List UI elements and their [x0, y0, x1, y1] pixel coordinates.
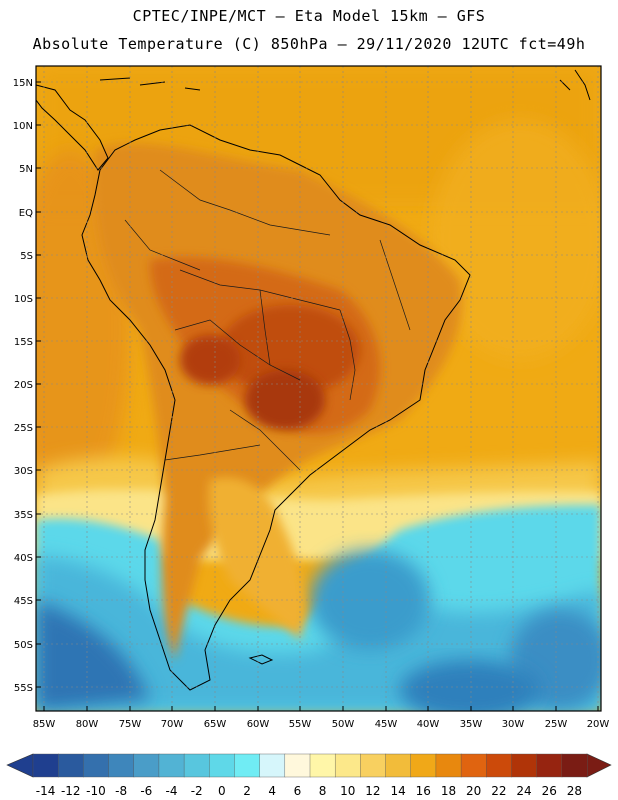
lat-label: 50S — [14, 640, 33, 651]
lat-label: 5S — [20, 251, 33, 262]
colorbar-label: 16 — [416, 784, 431, 798]
central-america-coastline — [36, 84, 109, 171]
lat-label: 15S — [14, 337, 33, 348]
colorbar-label: -2 — [191, 784, 203, 798]
lat-label: 45S — [14, 596, 33, 607]
colorbar-swatch — [133, 753, 160, 778]
lon-label: 55W — [289, 719, 312, 730]
lat-label: 20S — [14, 380, 33, 391]
axis-ticks — [36, 81, 599, 711]
lat-label: 35S — [14, 510, 33, 521]
lat-label: 40S — [14, 553, 33, 564]
colorbar-swatch — [360, 753, 387, 778]
lat-label: 10S — [14, 294, 33, 305]
map-frame — [35, 65, 602, 712]
colorbar-high-arrow — [586, 753, 612, 778]
colorbar-swatch — [284, 753, 311, 778]
gridlines — [36, 66, 601, 711]
political-borders — [124, 169, 411, 471]
colorbar-swatch — [158, 753, 185, 778]
colorbar-label: 22 — [491, 784, 506, 798]
lon-label: 25W — [545, 719, 568, 730]
colorbar-swatch — [83, 753, 110, 778]
colorbar-label: 14 — [390, 784, 405, 798]
colorbar-label: -6 — [140, 784, 152, 798]
colorbar-label: 10 — [340, 784, 355, 798]
colorbar-swatch — [385, 753, 412, 778]
colorbar-swatch — [334, 753, 361, 778]
colorbar-label: 12 — [365, 784, 380, 798]
colorbar-label: 6 — [294, 784, 302, 798]
colorbar-label: -12 — [61, 784, 81, 798]
colorbar-label: -8 — [115, 784, 127, 798]
colorbar-swatch — [435, 753, 462, 778]
colorbar-label: 28 — [567, 784, 582, 798]
lat-label: EQ — [19, 208, 33, 219]
colorbar-swatch — [309, 753, 336, 778]
colorbar-label: 18 — [441, 784, 456, 798]
lon-label: 40W — [417, 719, 440, 730]
longitude-labels: 85W 80W 75W 70W 65W 60W 55W 50W 45W 40W … — [33, 719, 610, 730]
lon-label: 35W — [460, 719, 483, 730]
colorbar-low-arrow — [6, 753, 34, 778]
colorbar-label: 8 — [319, 784, 327, 798]
temperature-field — [36, 66, 601, 711]
colorbar-swatch — [511, 753, 538, 778]
colorbar-swatch — [259, 753, 286, 778]
title-line-2: Absolute Temperature (C) 850hPa – 29/11/… — [32, 35, 586, 53]
colorbar: -14 -12 -10 -8 -6 -4 -2 0 2 4 6 8 10 12 14 16 18 20 22 24 26… — [6, 753, 612, 798]
colorbar-swatch — [536, 753, 563, 778]
lon-label: 70W — [161, 719, 184, 730]
lon-label: 45W — [375, 719, 398, 730]
lat-label: 55S — [14, 683, 33, 694]
lon-label: 60W — [247, 719, 270, 730]
colorbar-swatch — [410, 753, 437, 778]
colorbar-swatch — [209, 753, 236, 778]
colorbar-label: 20 — [466, 784, 481, 798]
colorbar-swatch — [561, 753, 588, 778]
colorbar-label: -10 — [86, 784, 106, 798]
latitude-labels: 15N 10N 5N EQ 5S 10S 15S 20S 25S 30S 35S… — [13, 78, 33, 694]
colorbar-swatch — [57, 753, 84, 778]
colorbar-label: -14 — [36, 784, 56, 798]
lon-label: 20W — [587, 719, 610, 730]
colorbar-swatch — [183, 753, 210, 778]
title-line-1: CPTEC/INPE/MCT – Eta Model 15km – GFS — [132, 7, 486, 25]
lon-label: 65W — [204, 719, 227, 730]
lat-label: 15N — [13, 78, 33, 89]
south-america-coastline — [81, 124, 471, 691]
lon-label: 30W — [502, 719, 525, 730]
colorbar-label: -4 — [166, 784, 178, 798]
colorbar-label: 24 — [516, 784, 531, 798]
lon-label: 50W — [332, 719, 355, 730]
caribbean-islands — [99, 69, 591, 101]
colorbar-swatch — [32, 753, 59, 778]
lat-label: 5N — [19, 164, 33, 175]
colorbar-swatch — [108, 753, 135, 778]
lat-label: 30S — [14, 466, 33, 477]
lat-label: 25S — [14, 423, 33, 434]
lon-label: 75W — [119, 719, 142, 730]
lon-label: 80W — [76, 719, 99, 730]
colorbar-swatch — [486, 753, 513, 778]
lat-label: 10N — [13, 121, 33, 132]
colorbar-swatch — [460, 753, 487, 778]
colorbar-label: 2 — [243, 784, 251, 798]
colorbar-label: 4 — [268, 784, 276, 798]
colorbar-label: 0 — [218, 784, 226, 798]
colorbar-swatch — [234, 753, 261, 778]
colorbar-label: 26 — [542, 784, 557, 798]
lon-label: 85W — [33, 719, 56, 730]
